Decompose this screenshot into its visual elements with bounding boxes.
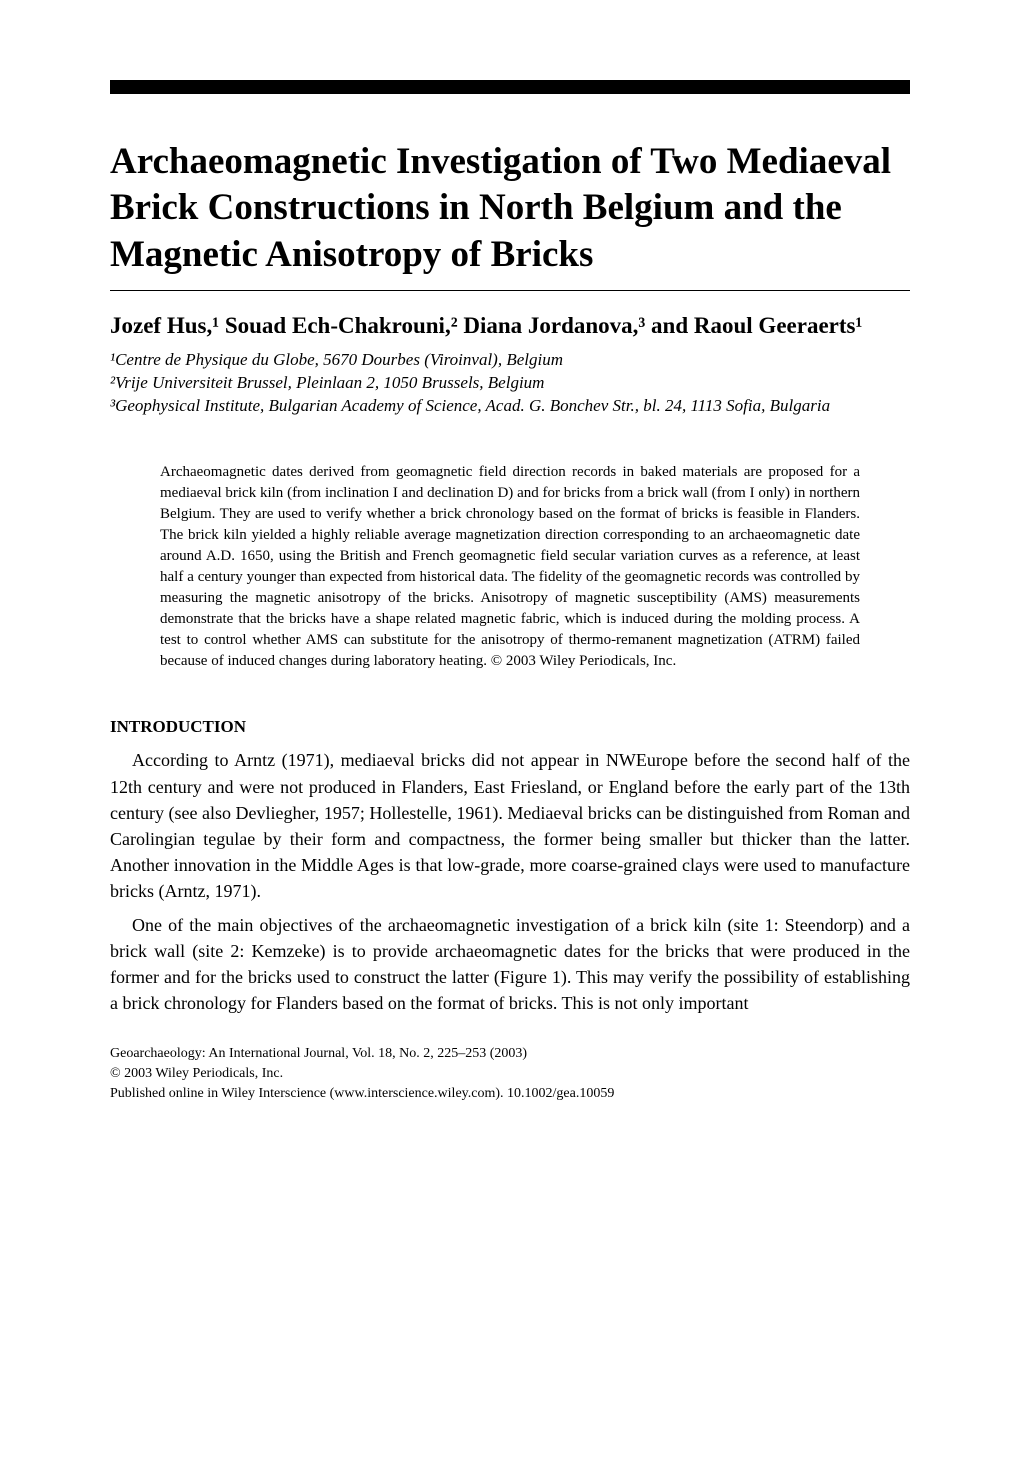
title-underline xyxy=(110,290,910,291)
body-paragraph-1: According to Arntz (1971), mediaeval bri… xyxy=(110,747,910,904)
affiliation-3: ³Geophysical Institute, Bulgarian Academ… xyxy=(110,395,910,418)
abstract: Archaeomagnetic dates derived from geoma… xyxy=(160,462,860,672)
article-title: Archaeomagnetic Investigation of Two Med… xyxy=(110,139,910,278)
header-bar xyxy=(110,80,910,94)
affiliation-1: ¹Centre de Physique du Globe, 5670 Dourb… xyxy=(110,349,910,372)
footer-copyright: © 2003 Wiley Periodicals, Inc. xyxy=(110,1064,910,1084)
footer-journal-info: Geoarchaeology: An International Journal… xyxy=(110,1044,910,1064)
affiliations: ¹Centre de Physique du Globe, 5670 Dourb… xyxy=(110,349,910,418)
body-paragraph-2: One of the main objectives of the archae… xyxy=(110,912,910,1016)
section-heading-introduction: INTRODUCTION xyxy=(110,717,910,737)
footer-doi: Published online in Wiley Interscience (… xyxy=(110,1084,910,1104)
footer: Geoarchaeology: An International Journal… xyxy=(110,1044,910,1103)
affiliation-2: ²Vrije Universiteit Brussel, Pleinlaan 2… xyxy=(110,372,910,395)
authors: Jozef Hus,¹ Souad Ech-Chakrouni,² Diana … xyxy=(110,311,910,341)
